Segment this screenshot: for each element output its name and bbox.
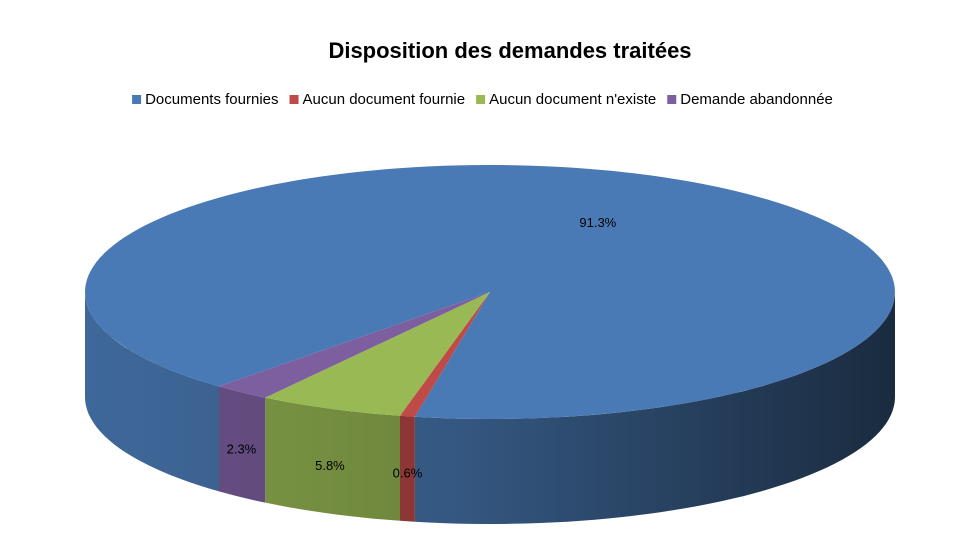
pie-slice [265, 292, 490, 416]
legend-label: Documents fournies [145, 91, 278, 108]
pie-sides [85, 292, 895, 524]
pie-slice [85, 165, 895, 419]
pie-tops [85, 165, 895, 419]
legend-label: Aucun document n'existe [489, 91, 656, 108]
pie-side [265, 397, 400, 521]
legend: Documents fournies Aucun document fournie… [132, 91, 833, 108]
data-labels: 91.3% 0.6% 5.8% 2.3% [227, 215, 617, 480]
pie-slice [219, 292, 490, 398]
pie-side [219, 386, 266, 503]
legend-swatch [476, 95, 486, 104]
data-label: 2.3% [227, 441, 257, 456]
pie-side [400, 415, 415, 522]
data-label: 5.8% [315, 458, 345, 473]
legend-label: Demande abandonnée [680, 91, 833, 108]
legend-swatch [132, 95, 142, 104]
chart-title: Disposition des demandes traitées [328, 38, 691, 63]
data-label: 0.6% [393, 466, 423, 481]
legend-swatch [667, 95, 677, 104]
pie-slice [400, 292, 490, 417]
pie-side [414, 292, 895, 524]
data-label: 91.3% [579, 215, 616, 230]
legend-label: Aucun document fournie [303, 91, 466, 108]
pie-side [85, 292, 219, 492]
legend-swatch [289, 95, 299, 104]
